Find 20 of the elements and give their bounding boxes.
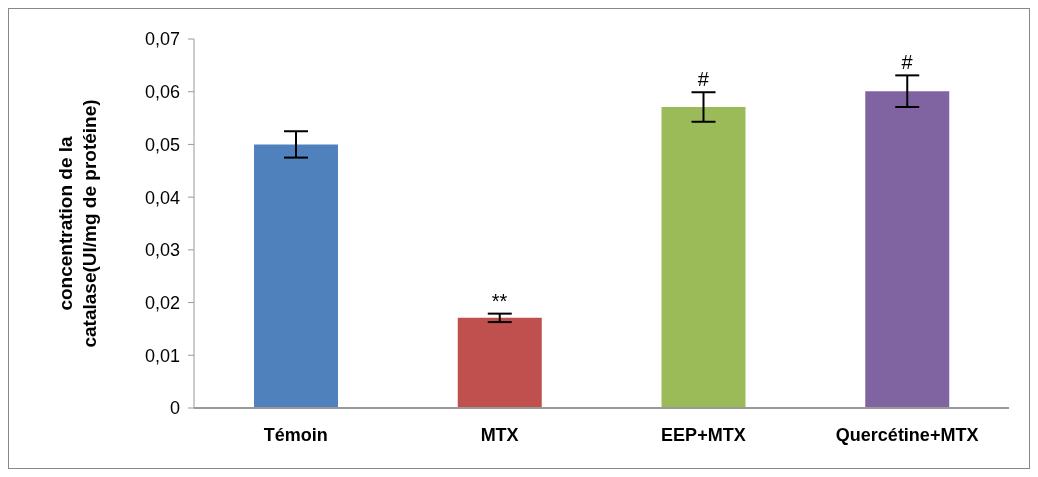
x-tick-label: Quercétine+MTX: [835, 424, 979, 445]
x-tick-label: MTX: [480, 424, 519, 445]
x-tick-label: Témoin: [263, 424, 328, 445]
y-tick-label: 0,02: [144, 292, 180, 313]
y-tick-label: 0: [169, 398, 180, 419]
x-tick-label: EEP+MTX: [661, 424, 746, 445]
y-tick-label: 0,07: [144, 29, 180, 50]
bar: [865, 91, 950, 408]
bar: [457, 317, 542, 408]
y-axis-title: concentration de la catalase(UI/mg de protéine): [55, 99, 100, 348]
data-label: #: [901, 51, 914, 74]
bar: [254, 144, 338, 408]
bar: [661, 107, 746, 408]
data-label: **: [491, 289, 508, 312]
y-tick-label: 0,03: [144, 240, 180, 261]
y-tick-label: 0,05: [144, 134, 180, 155]
data-label: #: [697, 68, 710, 91]
y-tick-label: 0,01: [144, 345, 180, 366]
y-tick-label: 0,06: [144, 82, 180, 103]
y-tick-label: 0,04: [144, 187, 180, 208]
